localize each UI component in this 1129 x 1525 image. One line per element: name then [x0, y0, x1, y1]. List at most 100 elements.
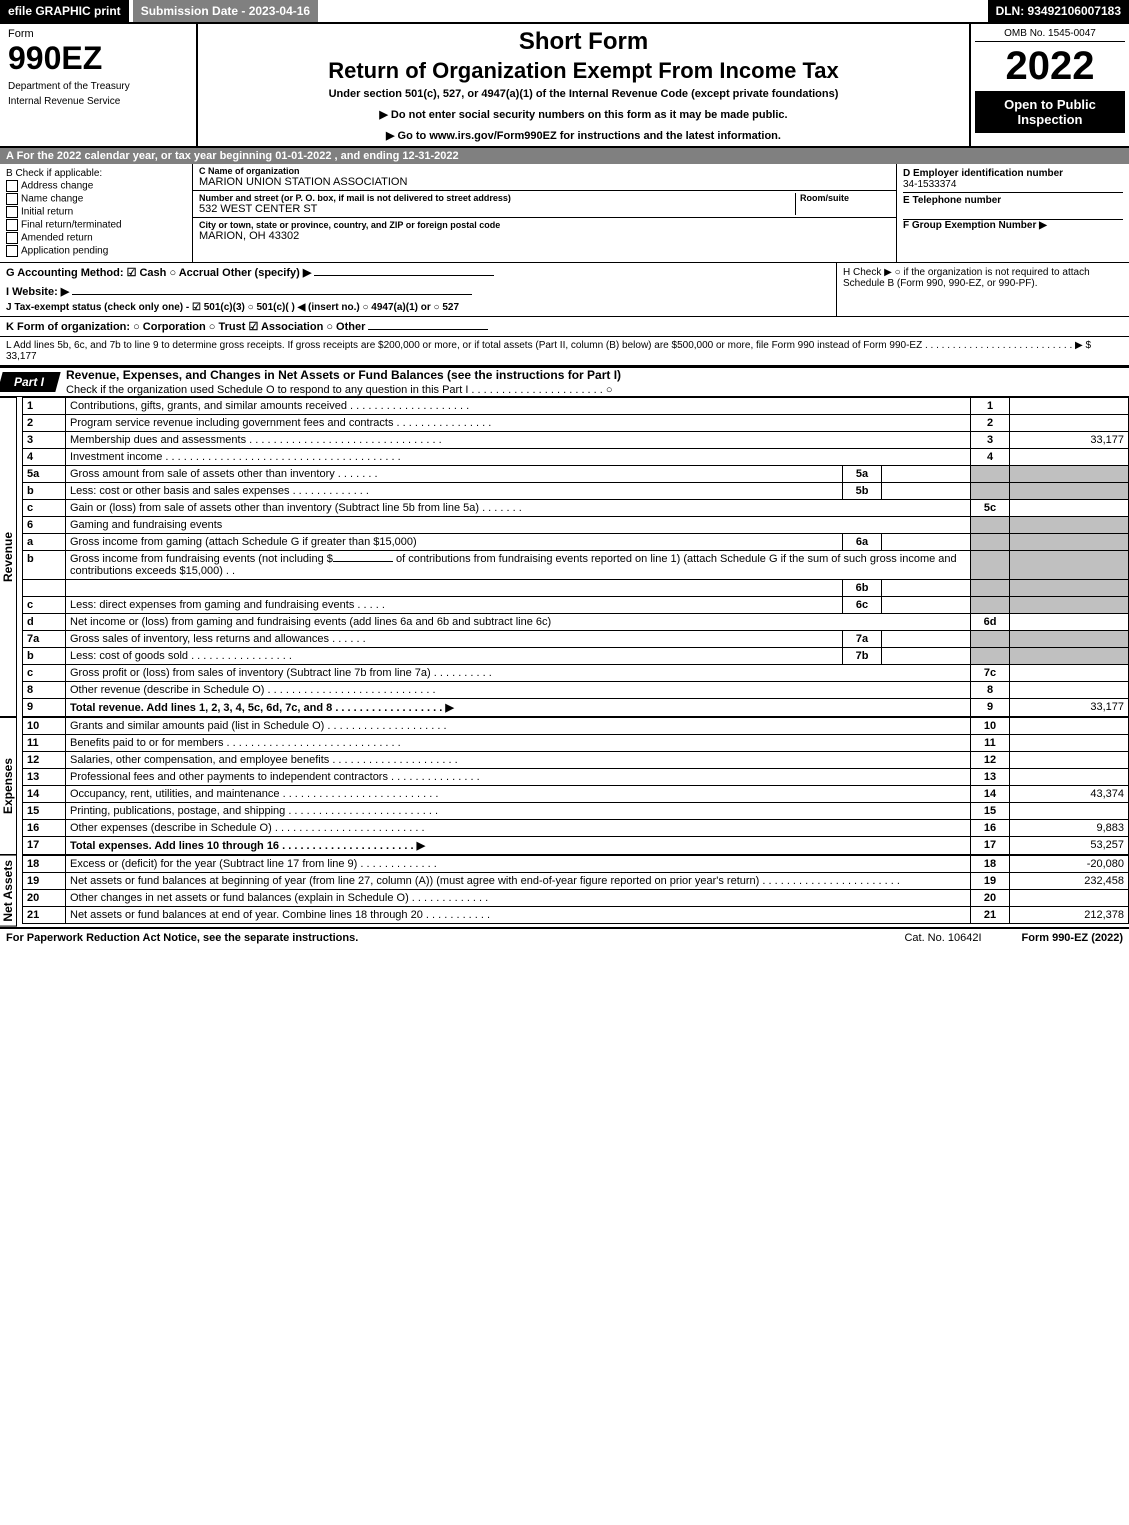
netassets-table: 18Excess or (deficit) for the year (Subt…	[22, 855, 1129, 924]
line-4-val	[1010, 449, 1129, 466]
line-19-desc: Net assets or fund balances at beginning…	[66, 873, 971, 890]
row-k: K Form of organization: ○ Corporation ○ …	[6, 321, 365, 333]
chk-label: Address change	[21, 181, 93, 192]
line-6c-desc: Less: direct expenses from gaming and fu…	[66, 597, 843, 614]
chk-address-change[interactable]: Address change	[6, 180, 186, 192]
part1-title: Revenue, Expenses, and Changes in Net As…	[58, 368, 1129, 396]
expenses-section: Expenses 10Grants and similar amounts pa…	[0, 717, 1129, 855]
top-bar: efile GRAPHIC print Submission Date - 20…	[0, 0, 1129, 24]
line-5b-box: 5b	[843, 483, 882, 500]
row-k-container: K Form of organization: ○ Corporation ○ …	[0, 317, 1129, 337]
netassets-side-label: Net Assets	[0, 855, 17, 927]
info-grid: B Check if applicable: Address change Na…	[0, 164, 1129, 263]
row-g: G Accounting Method: ☑ Cash ○ Accrual Ot…	[6, 267, 311, 279]
line-18-desc: Excess or (deficit) for the year (Subtra…	[66, 856, 971, 873]
short-form-title: Short Form	[206, 28, 961, 56]
line-16-val: 9,883	[1010, 820, 1129, 837]
accounting-other-blank[interactable]	[314, 275, 494, 276]
dept-treasury: Department of the Treasury	[8, 81, 188, 92]
line-8-val	[1010, 682, 1129, 699]
line-16-desc: Other expenses (describe in Schedule O) …	[66, 820, 971, 837]
line-21-desc: Net assets or fund balances at end of ye…	[66, 907, 971, 924]
chk-label: Application pending	[21, 246, 108, 257]
line-13-desc: Professional fees and other payments to …	[66, 769, 971, 786]
row-h: H Check ▶ ○ if the organization is not r…	[836, 263, 1129, 316]
chk-final-return[interactable]: Final return/terminated	[6, 219, 186, 231]
tel-label: E Telephone number	[903, 195, 1123, 206]
chk-initial-return[interactable]: Initial return	[6, 206, 186, 218]
form-label: Form	[8, 28, 188, 40]
line-9-val: 33,177	[1010, 699, 1129, 717]
group-exemption-label: F Group Exemption Number ▶	[903, 220, 1123, 231]
chk-application-pending[interactable]: Application pending	[6, 245, 186, 257]
city-state-zip: MARION, OH 43302	[199, 230, 890, 242]
expenses-table: 10Grants and similar amounts paid (list …	[22, 717, 1129, 855]
chk-label: Name change	[21, 194, 83, 205]
website-blank[interactable]	[72, 294, 472, 295]
line-6c-box: 6c	[843, 597, 882, 614]
revenue-table: 1Contributions, gifts, grants, and simil…	[22, 397, 1129, 717]
line-6-desc: Gaming and fundraising events	[66, 517, 971, 534]
line-14-val: 43,374	[1010, 786, 1129, 803]
line-10-desc: Grants and similar amounts paid (list in…	[66, 718, 971, 735]
return-title: Return of Organization Exempt From Incom…	[206, 58, 961, 84]
line-11-val	[1010, 735, 1129, 752]
line-21-val: 212,378	[1010, 907, 1129, 924]
efile-badge[interactable]: efile GRAPHIC print	[0, 0, 129, 22]
line-7c-val	[1010, 665, 1129, 682]
line-6b-desc: Gross income from fundraising events (no…	[66, 551, 971, 580]
line-17-desc: Total expenses. Add lines 10 through 16 …	[66, 837, 971, 855]
city-label: City or town, state or province, country…	[199, 220, 890, 230]
row-j: J Tax-exempt status (check only one) - ☑…	[6, 302, 459, 313]
line-15-desc: Printing, publications, postage, and shi…	[66, 803, 971, 820]
section-def: D Employer identification number 34-1533…	[896, 164, 1129, 262]
line-3-val: 33,177	[1010, 432, 1129, 449]
line-5b-desc: Less: cost or other basis and sales expe…	[66, 483, 843, 500]
footer-formref: Form 990-EZ (2022)	[1022, 932, 1123, 944]
line-2-desc: Program service revenue including govern…	[66, 415, 971, 432]
line-6d-val	[1010, 614, 1129, 631]
line-5c-val	[1010, 500, 1129, 517]
revenue-side-label: Revenue	[0, 397, 17, 717]
line-6b-box: 6b	[843, 580, 882, 597]
line-18-val: -20,080	[1010, 856, 1129, 873]
under-section: Under section 501(c), 527, or 4947(a)(1)…	[206, 88, 961, 100]
expenses-side-label: Expenses	[0, 717, 17, 855]
org-other-blank[interactable]	[368, 329, 488, 330]
chk-label: Amended return	[21, 233, 93, 244]
line-7a-desc: Gross sales of inventory, less returns a…	[66, 631, 843, 648]
line-17-val: 53,257	[1010, 837, 1129, 855]
chk-name-change[interactable]: Name change	[6, 193, 186, 205]
goto-link[interactable]: ▶ Go to www.irs.gov/Form990EZ for instru…	[206, 129, 961, 142]
do-not-enter: ▶ Do not enter social security numbers o…	[206, 108, 961, 121]
ein-label: D Employer identification number	[903, 168, 1123, 179]
chk-amended-return[interactable]: Amended return	[6, 232, 186, 244]
room-label: Room/suite	[800, 193, 890, 203]
line-4-desc: Investment income . . . . . . . . . . . …	[66, 449, 971, 466]
line-20-desc: Other changes in net assets or fund bala…	[66, 890, 971, 907]
line-15-val	[1010, 803, 1129, 820]
line-1-desc: Contributions, gifts, grants, and simila…	[66, 398, 971, 415]
line-12-val	[1010, 752, 1129, 769]
form-number: 990EZ	[8, 40, 188, 77]
tax-year: 2022	[975, 44, 1125, 89]
line-10-val	[1010, 718, 1129, 735]
line-7b-desc: Less: cost of goods sold . . . . . . . .…	[66, 648, 843, 665]
line-5a-box: 5a	[843, 466, 882, 483]
chk-label: Final return/terminated	[21, 220, 122, 231]
netassets-section: Net Assets 18Excess or (deficit) for the…	[0, 855, 1129, 927]
section-b: B Check if applicable: Address change Na…	[0, 164, 193, 262]
title-col: Short Form Return of Organization Exempt…	[198, 24, 969, 146]
ein-value: 34-1533374	[903, 179, 1123, 190]
line-9-desc: Total revenue. Add lines 1, 2, 3, 4, 5c,…	[66, 699, 971, 717]
line-5a-desc: Gross amount from sale of assets other t…	[66, 466, 843, 483]
revenue-section: Revenue 1Contributions, gifts, grants, a…	[0, 397, 1129, 717]
line-12-desc: Salaries, other compensation, and employ…	[66, 752, 971, 769]
line-2-val	[1010, 415, 1129, 432]
year-col: OMB No. 1545-0047 2022 Open to Public In…	[969, 24, 1129, 146]
line-7b-box: 7b	[843, 648, 882, 665]
line-6a-desc: Gross income from gaming (attach Schedul…	[66, 534, 843, 551]
row-i: I Website: ▶	[6, 286, 69, 298]
footer-paperwork: For Paperwork Reduction Act Notice, see …	[6, 932, 904, 944]
line-20-val	[1010, 890, 1129, 907]
